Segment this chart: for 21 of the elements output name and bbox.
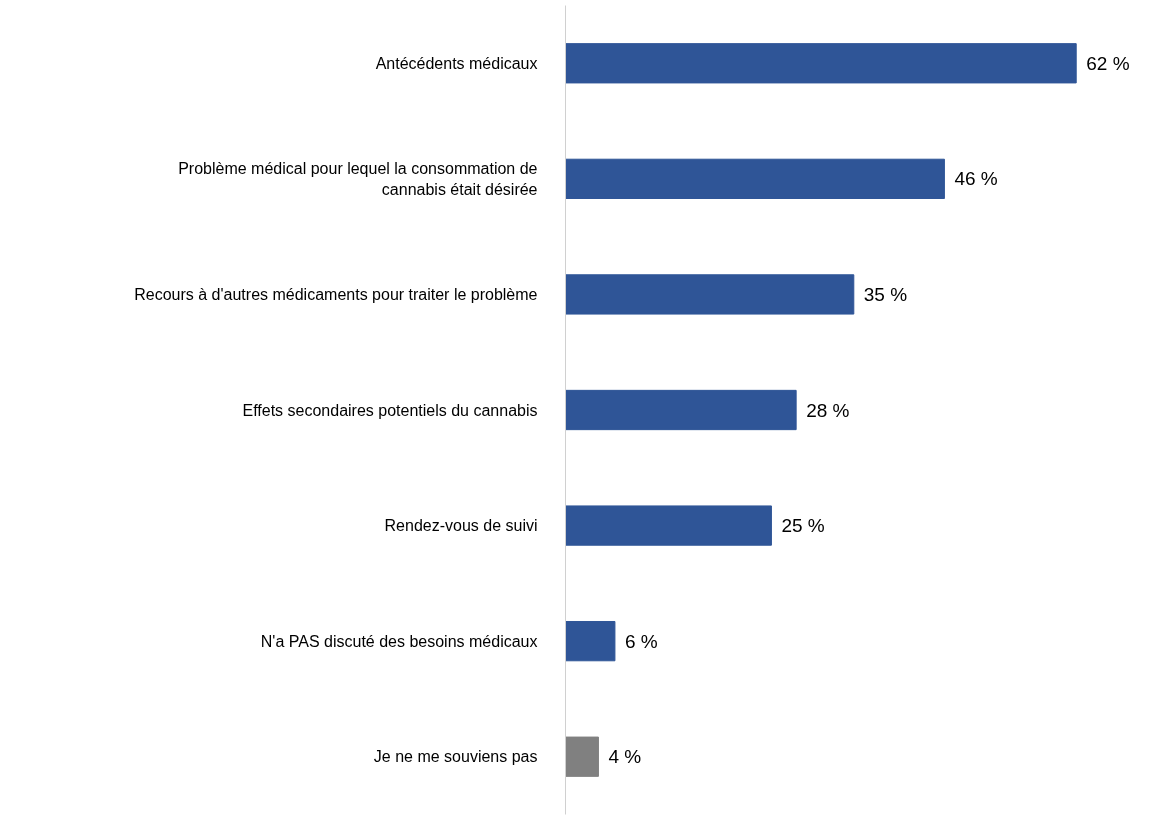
bar bbox=[565, 158, 945, 199]
bar bbox=[565, 736, 599, 777]
data-label: 6 % bbox=[624, 630, 658, 652]
data-label: 35 % bbox=[863, 283, 908, 305]
bar bbox=[565, 43, 1077, 84]
y-tick-label: N'a PAS discuté des besoins médicaux bbox=[260, 632, 538, 650]
y-tick-label: Effets secondaires potentiels du cannabis bbox=[242, 401, 538, 419]
y-tick-label: Recours à d'autres médicaments pour traiter le problème bbox=[134, 285, 538, 303]
y-tick-label: Problème médical pour lequel la consommation de cannabis était désirée bbox=[178, 160, 538, 198]
y-tick-label: Rendez-vous de suivi bbox=[384, 517, 538, 535]
bar bbox=[565, 505, 772, 546]
bar bbox=[565, 621, 616, 662]
data-label: 25 % bbox=[781, 515, 825, 537]
y-tick-label: Je ne me souviens pas bbox=[373, 748, 538, 766]
data-label: 4 % bbox=[608, 746, 642, 768]
data-label: 46 % bbox=[954, 168, 998, 190]
data-label: 28 % bbox=[806, 399, 850, 421]
bar bbox=[565, 274, 855, 315]
y-tick-label: Antécédents médicaux bbox=[375, 54, 538, 72]
bar bbox=[565, 389, 797, 431]
data-label: 62 % bbox=[1086, 52, 1130, 74]
